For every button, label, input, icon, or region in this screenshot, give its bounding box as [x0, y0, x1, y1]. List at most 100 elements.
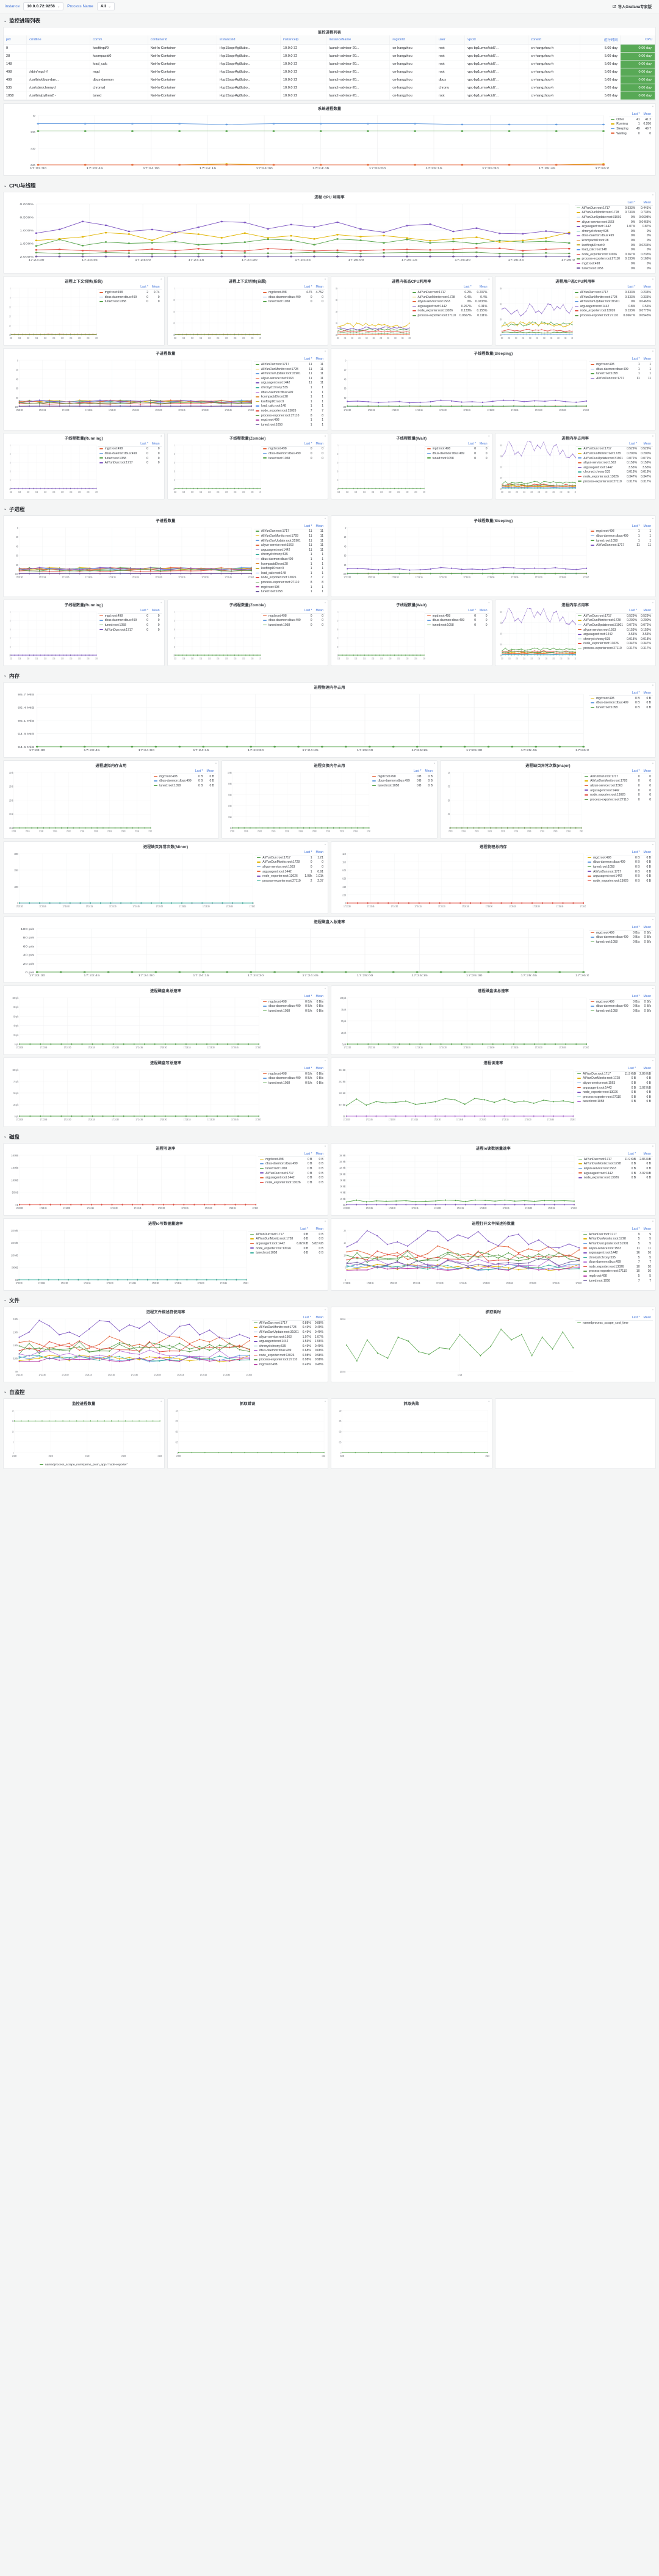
legend-item[interactable]: node_exporter:root:13026 0.133% 0.0775% [573, 309, 653, 314]
col-header-regionId[interactable]: regionId [389, 35, 436, 45]
legend-col-mean[interactable]: Mean [423, 768, 434, 774]
legend-col-mean[interactable]: Mean [477, 441, 489, 447]
panel-menu-icon[interactable]: ▫ [215, 761, 217, 766]
legend-item[interactable]: mgd:root:498 0 0 [98, 613, 162, 618]
legend-item[interactable]: AliYunDun:root:1717 11 11 [589, 543, 653, 548]
legend-item[interactable]: AliYunDun:root:1717 9 9 [582, 1232, 653, 1236]
legend-item[interactable]: load_calc:root:148 1 1 [254, 404, 325, 409]
legend-col-mean[interactable]: Mean [312, 1315, 325, 1321]
legend-item[interactable]: tuned:root:1058 0% 0% [575, 266, 654, 271]
legend-item[interactable]: dbus-daemon:dbus:499 0 B/s 0 B/s [261, 1076, 325, 1081]
legend-item[interactable]: node_exporter:root:13026 0.347% 0.347% [576, 474, 653, 479]
legend-item[interactable]: ksoftirqd/0:root:9 1 1 [254, 566, 325, 571]
legend-item[interactable]: dbus-daemon:dbus:499 1 1 [589, 534, 653, 539]
legend-col-last[interactable]: Last * [630, 993, 642, 1000]
legend-item[interactable]: AliYunDunMonito:root:1728 11 11 [254, 367, 325, 372]
panel-menu-icon[interactable]: ▫ [433, 761, 435, 766]
legend-item[interactable]: mgd:root:498 0 0 [425, 446, 489, 451]
legend-col-mean[interactable]: Mean [314, 357, 325, 363]
legend-item[interactable]: dbus-daemon:dbus:499 0 B/s 0 B/s [589, 1004, 653, 1009]
col-header-pid[interactable]: pid [4, 35, 27, 45]
legend-item[interactable]: argusagent:root:1442 6.82 KiB 5.82 KiB [248, 1241, 325, 1246]
legend-item[interactable]: AliYunDun:root:1717 1 1.21 [255, 855, 325, 860]
panel-menu-icon[interactable]: ▫ [652, 918, 654, 922]
legend-item[interactable]: tuned:root:1058 0 0 [98, 623, 162, 628]
legend-item[interactable]: tuned:root:1058 0 0 [98, 300, 162, 305]
legend-col-mean[interactable]: Mean [310, 1226, 325, 1232]
panel-menu-icon[interactable]: ▫ [160, 1399, 162, 1404]
legend-item[interactable]: namedprocess_scrape_cost_time [575, 1320, 653, 1325]
legend-item[interactable]: tuned:root:1058 1 1 [254, 423, 325, 427]
legend-col-last[interactable]: Last * [139, 285, 150, 291]
process-table[interactable]: pid cmdline comm containerid instanceId insta… [4, 35, 655, 100]
legend-item[interactable]: rngd:root:498 1 1 [254, 418, 325, 423]
legend-item[interactable]: rngd:root:498 1 1 [254, 585, 325, 590]
legend-col-mean[interactable]: Mean [641, 357, 653, 363]
legend-item[interactable]: argusagent:root:1442 0 0 [583, 788, 653, 793]
panel-menu-icon[interactable]: ▫ [652, 105, 654, 109]
chart-plot-area[interactable]: 95.7 MiB 95.4 MiB 95.1 MiB 94.8 MiB 94.5 MiB… [6, 691, 589, 755]
legend-col-mean[interactable]: Mean [314, 1065, 325, 1072]
legend-item[interactable]: ksoftirqd/0:root:9 1 1 [254, 399, 325, 404]
legend-item[interactable]: tuned:root:1058 0 0 [425, 456, 489, 461]
legend-item[interactable]: node_exporter:root:13026 10 10 [582, 1264, 653, 1269]
legend-item[interactable]: AliYunDun:root:1717 0.533% 0.441% [575, 206, 654, 211]
legend-item[interactable]: process-exporter:root:27110 2 2.07 [255, 879, 325, 883]
chart-plot-area[interactable]: 0.00% 1.00% 2.00% 3.00% 4.00% 17:23:30 17:23:4… [498, 441, 576, 496]
chart-plot-area[interactable]: 1.00 0.75 0.50 0.25 0 17:23:30 17:23:45 17:24:0… [443, 769, 583, 836]
chart-plot-area[interactable]: 2.00 MiB 1.50 MiB 1.00 MiB 500 KiB 0 B 17:23:… [6, 1227, 248, 1288]
legend-item[interactable]: mgd:root:498 1 1 [589, 529, 653, 534]
legend-col-last[interactable]: Last * [625, 608, 639, 614]
legend-item[interactable]: node_exporter:root:13026 0 0 [583, 793, 653, 797]
legend-item[interactable]: AliYunDun:root:1717 0 0 [98, 628, 162, 633]
legend-item[interactable]: dbus-daemon:dbus:499 1 1 [589, 367, 653, 372]
legend-col-mean[interactable]: Mean [641, 523, 653, 529]
legend-col-mean[interactable]: Mean [641, 849, 653, 855]
legend-col-last[interactable]: Last * [625, 441, 639, 447]
legend-item[interactable]: dbus-daemon:dbus:499 0 0 [98, 295, 162, 300]
legend-col-last[interactable]: Last * [302, 523, 314, 529]
legend-item[interactable]: AliYunDun:root:1717 11.9 KiB 2.86 KiB [577, 1156, 653, 1161]
legend-item[interactable]: mgd:root:498 0 B/s 0 B/s [589, 930, 653, 935]
legend-col-mean[interactable]: Mean [314, 285, 325, 291]
legend-item[interactable]: aliyun-service:root:1563 0.159% 0.159% [576, 460, 653, 465]
legend-item[interactable]: dbus-daemon:dbus:499 0% 0% [575, 234, 654, 239]
section-header-proclist[interactable]: ⌄ 监控进程列表 [0, 13, 659, 27]
legend-col-mean[interactable]: Mean [149, 441, 162, 447]
legend-item[interactable]: argusagent:root:1442 11 11 [254, 548, 325, 553]
legend-item[interactable]: dbus-daemon:dbus:499 7 7 [582, 1260, 653, 1265]
legend-item[interactable]: AliYunDun:root:1717 0.529% 0.529% [576, 613, 653, 618]
chart-plot-area[interactable]: 3000 2000 1000 0 17:23:30 17:23:45 17:24:00 17:… [6, 850, 255, 911]
legend-col-mean[interactable]: Mean [641, 1315, 653, 1321]
panel-menu-icon[interactable]: ▫ [324, 843, 326, 847]
legend-col-last[interactable]: Last * [302, 1065, 314, 1072]
panel-menu-icon[interactable]: ▫ [488, 601, 490, 605]
legend-col-last[interactable]: Last * [630, 523, 642, 529]
legend-col-last[interactable]: Last * [630, 924, 642, 931]
legend-item[interactable]: argusagent:root:1442 1 0.91 [255, 869, 325, 874]
legend-item[interactable]: kcompactd0:root:28 0% 0% [575, 238, 654, 243]
legend-item[interactable]: AliYunDunMonito:root:1728 0 0 [255, 860, 325, 865]
legend-item[interactable]: dbus-daemon:dbus:499 0 0 [261, 619, 325, 623]
col-header-CPU[interactable]: CPU [620, 35, 655, 45]
legend-item[interactable]: chronyd:chrony:535 5 5 [582, 1255, 653, 1260]
legend-item[interactable]: dbus-daemon:dbus:499 0 0 [425, 619, 489, 623]
table-row[interactable]: 1058/usr/bin/python2 - tuned Not-In-Contai… [4, 92, 655, 100]
legend-item[interactable]: chronyd:chrony:535 0.49% 0.49% [252, 1344, 325, 1349]
instance-select[interactable]: 10.0.0.72:9256 ⌄ [23, 2, 64, 10]
panel-menu-icon[interactable]: ▫ [652, 761, 654, 766]
